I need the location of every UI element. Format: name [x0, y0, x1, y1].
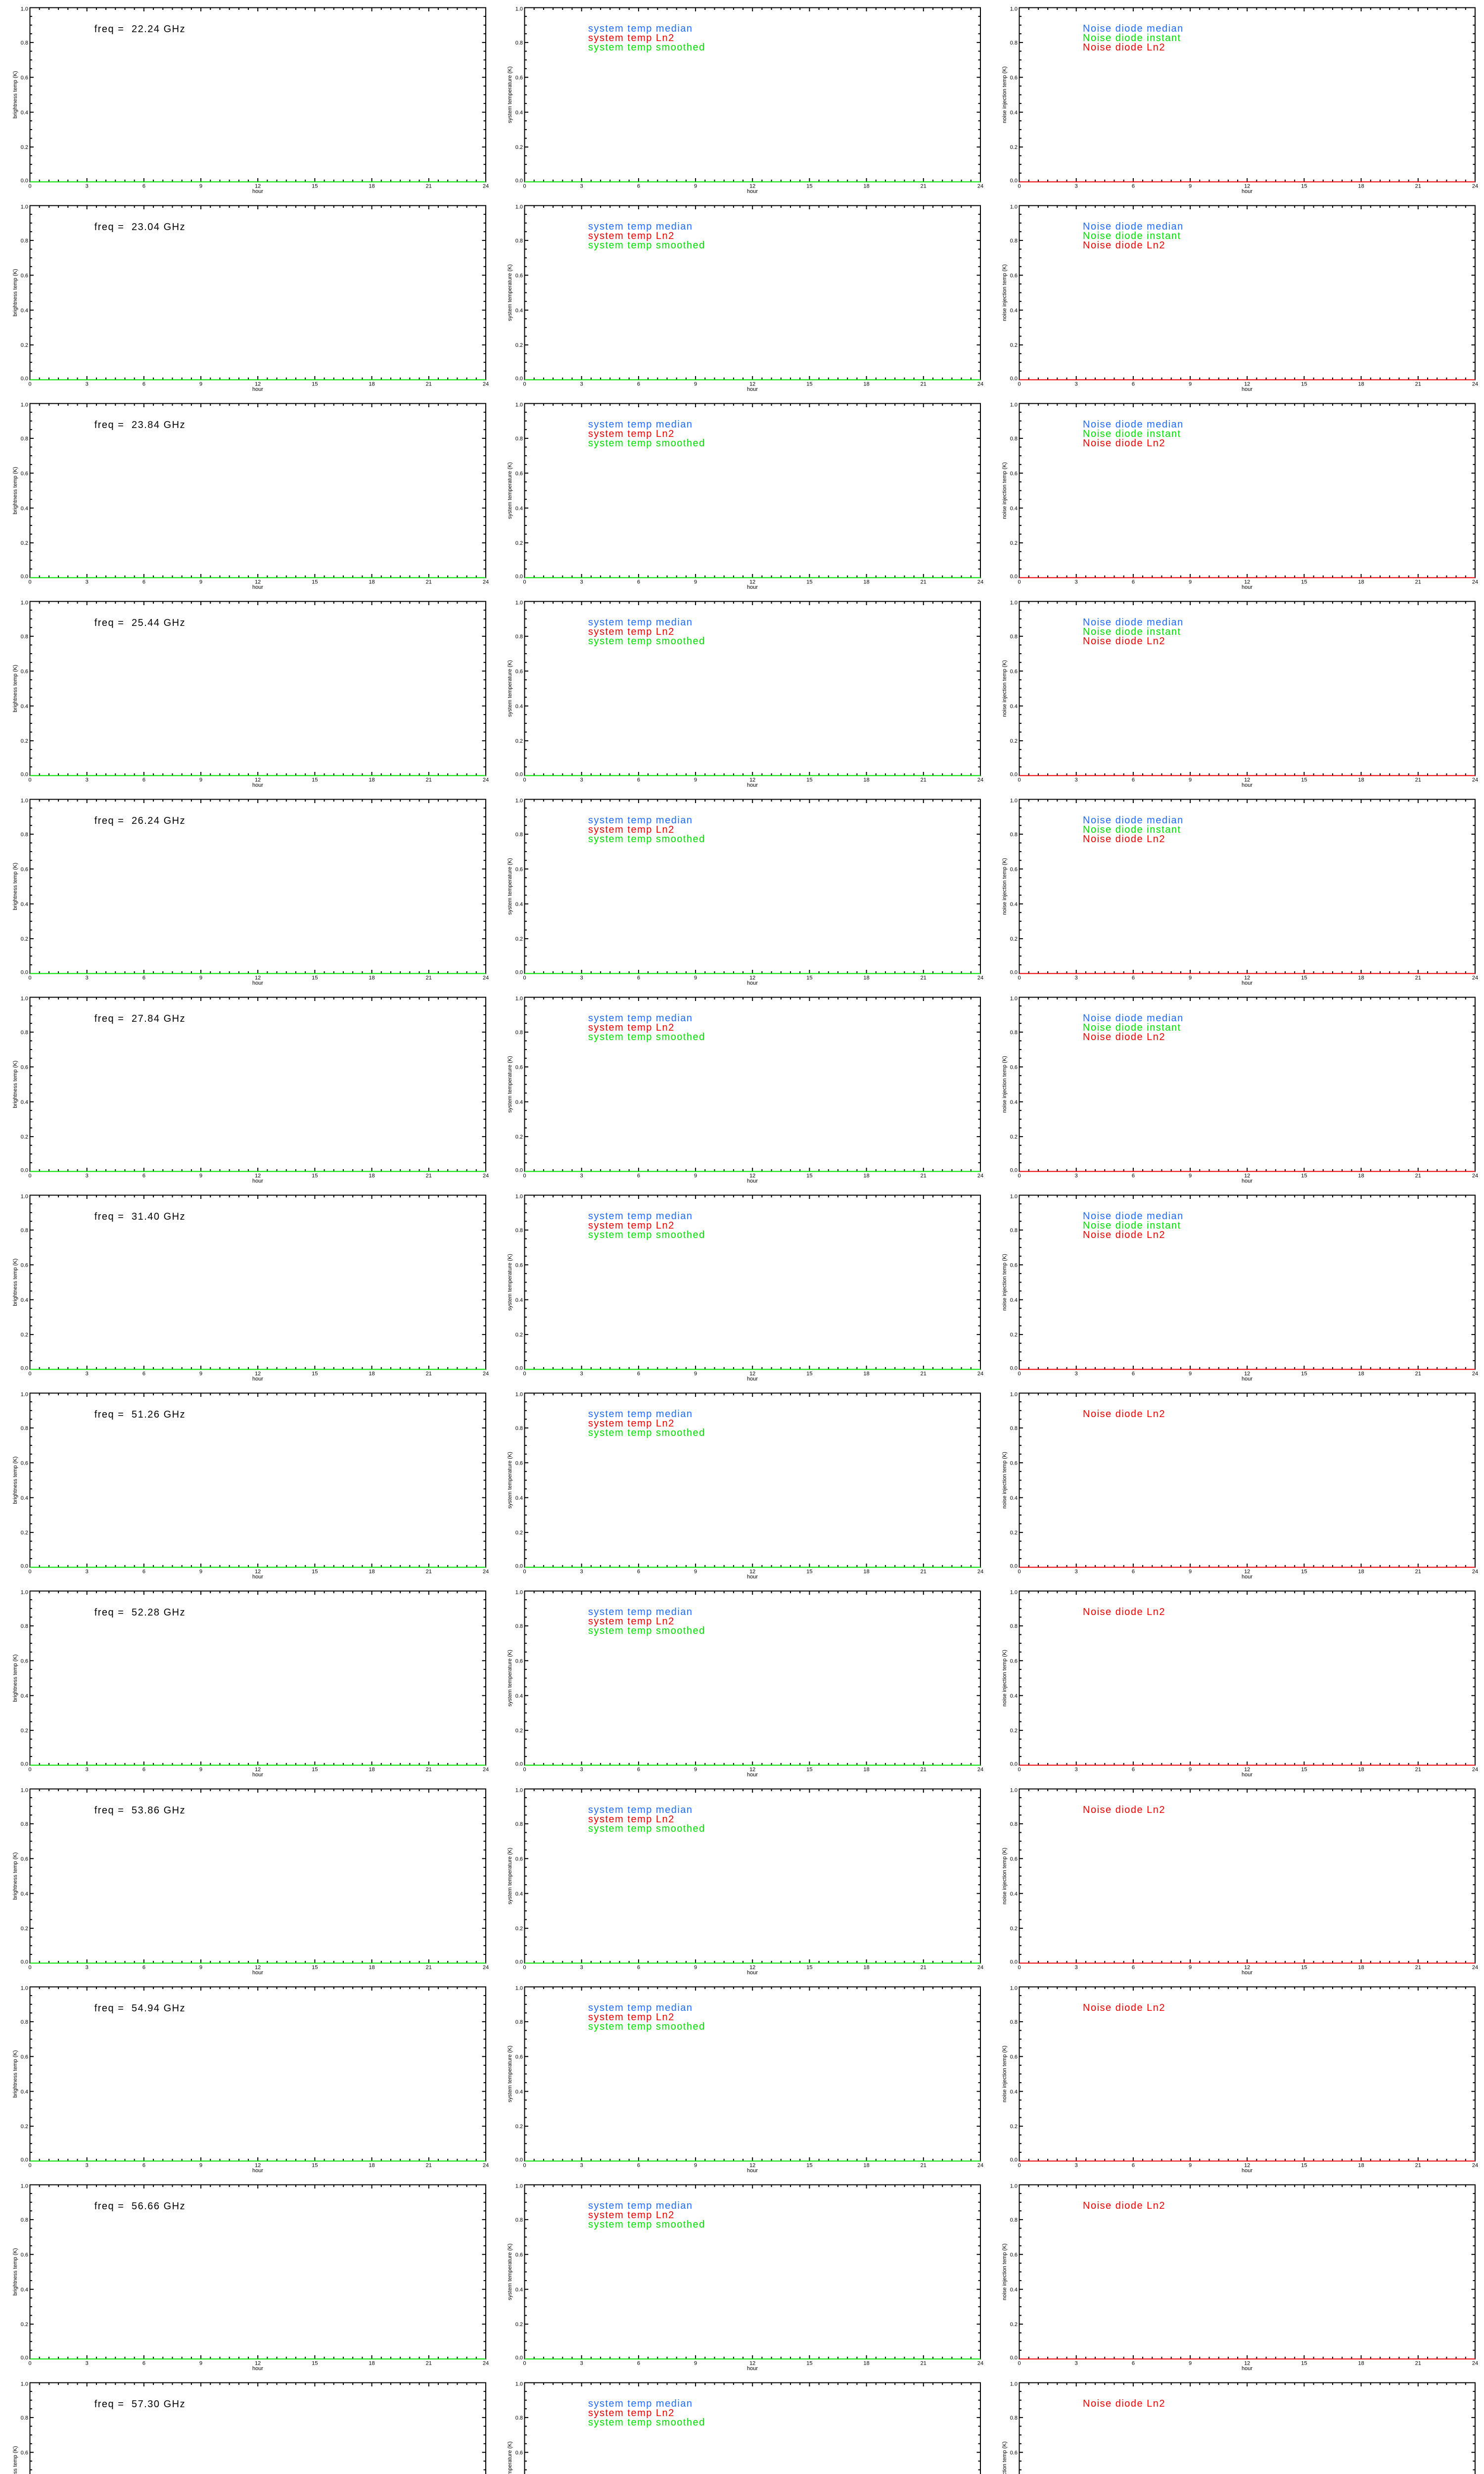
svg-text:57.30 GHz: 57.30 GHz — [132, 2399, 186, 2410]
svg-text:freq =: freq = — [94, 2003, 125, 2014]
svg-text:27.84 GHz: 27.84 GHz — [132, 1013, 186, 1024]
svg-text:23.04 GHz: 23.04 GHz — [132, 222, 186, 233]
svg-text:52.28 GHz: 52.28 GHz — [132, 1607, 186, 1618]
svg-text:freq =: freq = — [94, 815, 125, 826]
svg-text:23.84 GHz: 23.84 GHz — [132, 420, 186, 430]
svg-text:freq =: freq = — [94, 1409, 125, 1420]
svg-text:freq =: freq = — [94, 1607, 125, 1618]
svg-text:53.86 GHz: 53.86 GHz — [132, 1805, 186, 1816]
svg-text:54.94 GHz: 54.94 GHz — [132, 2003, 186, 2014]
svg-text:22.24 GHz: 22.24 GHz — [132, 24, 186, 35]
svg-text:51.26 GHz: 51.26 GHz — [132, 1409, 186, 1420]
svg-text:freq =: freq = — [94, 1013, 125, 1024]
svg-text:25.44 GHz: 25.44 GHz — [132, 618, 186, 628]
svg-text:56.66 GHz: 56.66 GHz — [132, 2201, 186, 2212]
svg-text:freq =: freq = — [94, 618, 125, 628]
svg-text:freq =: freq = — [94, 24, 125, 35]
svg-text:freq =: freq = — [94, 222, 125, 233]
svg-text:freq =: freq = — [94, 2399, 125, 2410]
svg-text:freq =: freq = — [94, 1211, 125, 1222]
svg-text:freq =: freq = — [94, 2201, 125, 2212]
svg-text:freq =: freq = — [94, 420, 125, 430]
svg-text:freq =: freq = — [94, 1805, 125, 1816]
svg-text:31.40 GHz: 31.40 GHz — [132, 1211, 186, 1222]
svg-text:26.24 GHz: 26.24 GHz — [132, 815, 186, 826]
